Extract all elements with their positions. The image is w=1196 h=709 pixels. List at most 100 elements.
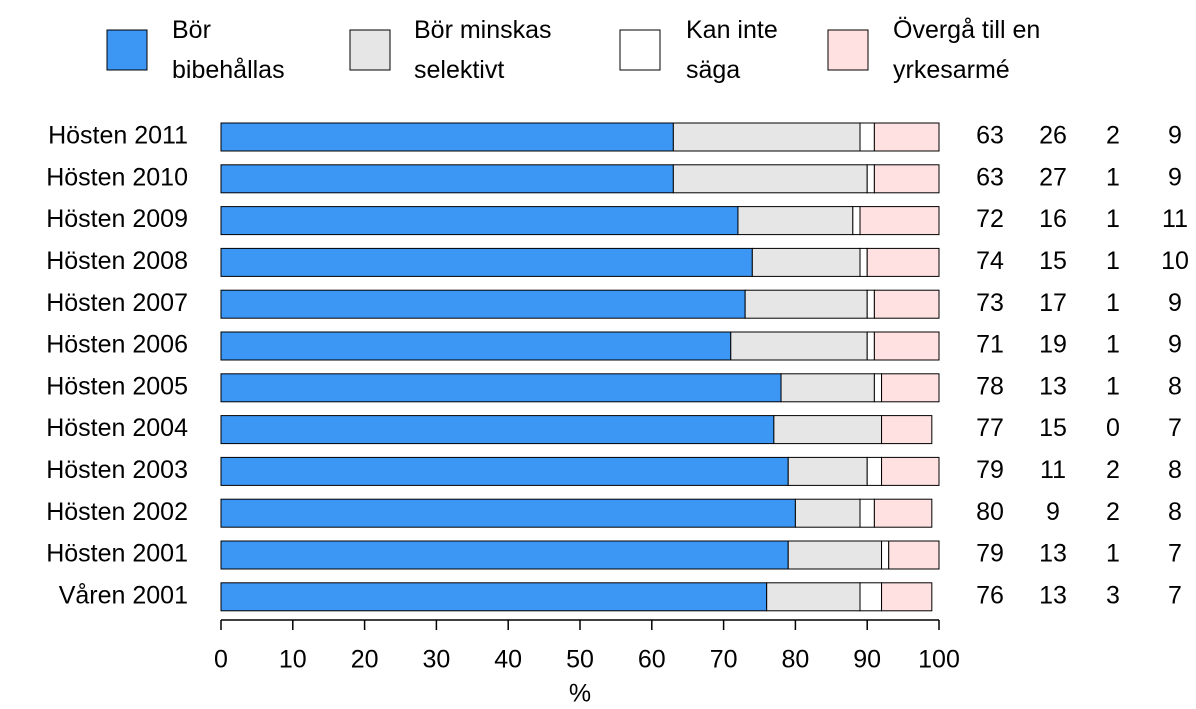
- value-label: 9: [1168, 289, 1182, 317]
- bar-segment: [859, 122, 875, 152]
- value-label: 1: [1106, 205, 1120, 233]
- x-tick-label: 50: [566, 646, 594, 674]
- bar-segment: [881, 582, 933, 612]
- value-label: 74: [976, 247, 1004, 275]
- value-label: 13: [1039, 372, 1067, 400]
- bar-segment: [730, 331, 868, 361]
- legend-swatch: [349, 29, 391, 71]
- bar-segment: [881, 540, 890, 570]
- value-label: 8: [1168, 372, 1182, 400]
- bar-segment: [873, 122, 940, 152]
- value-label: 13: [1039, 581, 1067, 609]
- category-label: Hösten 2003: [46, 456, 188, 484]
- bar-segment: [859, 582, 883, 612]
- value-label: 2: [1106, 122, 1120, 150]
- bar-segment: [220, 456, 789, 486]
- value-label: 2: [1106, 456, 1120, 484]
- bar-segment: [780, 373, 875, 403]
- value-label: 7: [1168, 540, 1182, 568]
- legend-swatch: [619, 29, 661, 71]
- legend-label: Bör bibehållas: [172, 16, 285, 84]
- bar-segment: [766, 582, 861, 612]
- bar-segment: [220, 164, 674, 194]
- bar-segment: [220, 498, 796, 528]
- bar-segment: [866, 164, 875, 194]
- value-label: 13: [1039, 540, 1067, 568]
- x-axis-label: %: [569, 680, 591, 708]
- value-label: 72: [976, 205, 1004, 233]
- value-label: 1: [1106, 289, 1120, 317]
- value-label: 9: [1168, 331, 1182, 359]
- bar-segment: [220, 373, 782, 403]
- bar-segment: [787, 540, 883, 570]
- value-label: 27: [1039, 163, 1067, 191]
- bar-segment: [866, 247, 940, 277]
- bar-segment: [751, 247, 861, 277]
- bar-segment: [866, 289, 875, 319]
- value-label: 8: [1168, 456, 1182, 484]
- value-label: 17: [1039, 289, 1067, 317]
- value-label: 8: [1168, 498, 1182, 526]
- bar-segment: [220, 122, 674, 152]
- bar-segment: [852, 206, 861, 236]
- value-label: 10: [1161, 247, 1189, 275]
- category-label: Hösten 2005: [46, 372, 188, 400]
- value-label: 71: [976, 331, 1004, 359]
- bar-segment: [859, 206, 940, 236]
- x-tick-label: 70: [710, 646, 738, 674]
- x-tick-label: 40: [494, 646, 522, 674]
- category-label: Hösten 2007: [46, 289, 188, 317]
- value-label: 9: [1046, 498, 1060, 526]
- value-label: 1: [1106, 540, 1120, 568]
- bar-segment: [873, 164, 940, 194]
- bar-segment: [220, 206, 739, 236]
- bar-segment: [672, 122, 861, 152]
- bar-segment: [859, 247, 868, 277]
- bar-segment: [220, 415, 775, 445]
- value-label: 63: [976, 122, 1004, 150]
- value-label: 73: [976, 289, 1004, 317]
- bar-segment: [873, 289, 940, 319]
- bar-segment: [873, 373, 883, 403]
- value-label: 11: [1040, 456, 1066, 484]
- value-label: 1: [1106, 247, 1120, 275]
- value-label: 15: [1039, 414, 1067, 442]
- bar-segment: [881, 415, 933, 445]
- value-label: 1: [1106, 163, 1120, 191]
- category-label: Våren 2001: [59, 581, 188, 609]
- x-tick-label: 80: [781, 646, 809, 674]
- value-label: 2: [1106, 498, 1120, 526]
- bar-segment: [866, 331, 875, 361]
- value-label: 9: [1168, 122, 1182, 150]
- value-label: 79: [976, 456, 1004, 484]
- value-label: 16: [1039, 205, 1067, 233]
- bar-segment: [220, 289, 746, 319]
- bar-segment: [881, 373, 940, 403]
- legend-label: Bör minskas selektivt: [414, 16, 552, 84]
- value-label: 76: [976, 581, 1004, 609]
- value-label: 19: [1039, 331, 1067, 359]
- value-label: 77: [976, 414, 1004, 442]
- category-label: Hösten 2001: [46, 540, 188, 568]
- bar-segment: [888, 540, 940, 570]
- value-label: 0: [1106, 414, 1120, 442]
- legend-label: Övergå till en yrkesarmé: [893, 16, 1041, 84]
- bar-segment: [672, 164, 868, 194]
- x-tick-label: 100: [918, 646, 960, 674]
- legend-swatch: [827, 29, 869, 71]
- category-label: Hösten 2010: [46, 163, 188, 191]
- bar-segment: [220, 247, 753, 277]
- category-label: Hösten 2002: [46, 498, 188, 526]
- legend-label: Kan inte säga: [686, 16, 778, 84]
- value-label: 80: [976, 498, 1004, 526]
- bar-segment: [873, 498, 933, 528]
- value-label: 1: [1106, 331, 1120, 359]
- bar-segment: [220, 540, 789, 570]
- bar-segment: [866, 456, 883, 486]
- value-label: 78: [976, 372, 1004, 400]
- bar-segment: [881, 456, 940, 486]
- value-label: 15: [1039, 247, 1067, 275]
- x-tick-label: 90: [853, 646, 881, 674]
